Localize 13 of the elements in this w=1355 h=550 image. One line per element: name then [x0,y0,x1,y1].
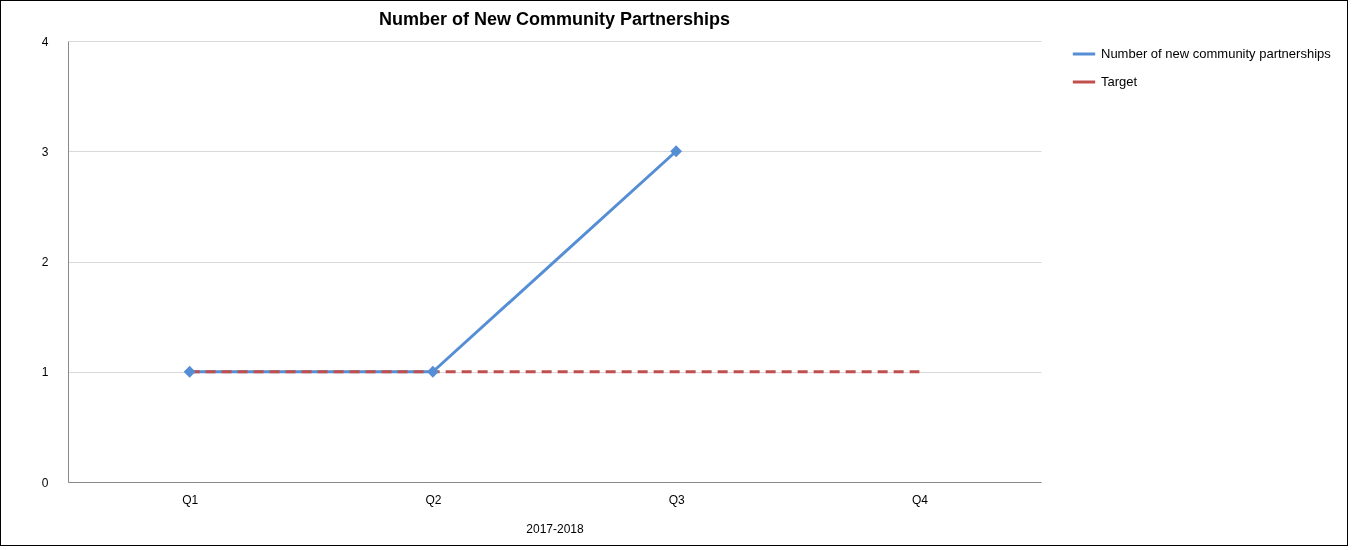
y-tick-label: 1 [41,365,49,380]
x-tick-label: Q1 [182,492,199,507]
y-tick-label: 0 [41,475,49,490]
x-tick-label: Q2 [425,492,442,507]
x-axis-title: 2017-2018 [526,521,585,536]
x-tick-label: Q4 [911,492,929,507]
legend-label: Number of new community partnerships [1101,46,1332,61]
x-tick-label: Q3 [668,492,685,507]
y-tick-label: 2 [41,255,49,269]
legend-label: Target [1101,74,1138,89]
y-tick-label: 3 [41,144,49,159]
chart-title: Number of New Community Partnerships [378,9,731,29]
y-tick-label: 4 [41,34,49,49]
